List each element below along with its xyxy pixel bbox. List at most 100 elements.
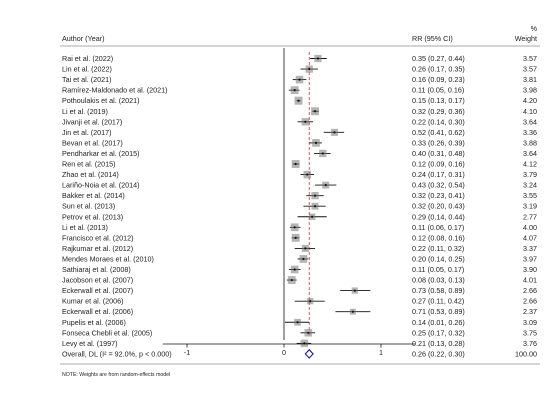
study-label: Petrov et al. (2013) (62, 212, 123, 221)
footnote: NOTE: Weights are from random-effects mo… (62, 372, 170, 378)
study-row: Bakker et al. (2014) 0.32 (0.23, 0.41) 3.5… (62, 191, 537, 200)
study-label: Mendes Moraes et al. (2010) (62, 254, 154, 263)
point-estimate (313, 205, 317, 208)
effect-ci-text: 0.71 (0.53, 0.89) (412, 307, 465, 316)
weight-value: 4.00 (523, 223, 537, 232)
study-label: Jivanji et al. (2017) (62, 117, 122, 126)
weight-value: 3.88 (523, 138, 537, 147)
weight-value: 4.07 (523, 233, 537, 242)
study-row: Pendharkar et al. (2015) 0.40 (0.31, 0.48… (62, 149, 537, 158)
effect-ci-text: 0.12 (0.09, 0.16) (412, 160, 465, 169)
weight-value: 3.57 (523, 65, 537, 74)
study-label: Fonseca Chebli et al. (2005) (62, 328, 152, 337)
header-weight-pct: % (531, 24, 538, 33)
effect-ci-text: 0.22 (0.11, 0.32) (412, 244, 464, 253)
weight-value: 4.10 (523, 107, 537, 116)
study-label: Tai et al. (2021) (62, 75, 112, 84)
point-estimate (297, 99, 300, 102)
point-estimate (302, 257, 305, 261)
study-label: Li et al. (2013) (62, 223, 108, 232)
study-label: Rajkumar et al. (2012) (62, 244, 133, 253)
study-label: Eckerwall et al. (2007) (62, 286, 133, 295)
weight-value: 3.09 (523, 318, 537, 327)
effect-ci-text: 0.43 (0.32, 0.54) (412, 181, 465, 190)
effect-ci-text: 0.33 (0.26, 0.39) (412, 138, 465, 147)
point-estimate (311, 215, 314, 218)
study-label: Sun et al. (2013) (62, 202, 115, 211)
effect-ci-text: 0.29 (0.14, 0.44) (412, 212, 465, 221)
point-estimate (321, 152, 324, 155)
weight-value: 3.76 (523, 339, 537, 348)
weight-value: 3.64 (523, 149, 537, 158)
weight-value: 3.57 (523, 54, 537, 63)
study-row: Sun et al. (2013) 0.32 (0.20, 0.43) 3.19 (62, 202, 537, 211)
study-label: Jin et al. (2017) (62, 128, 112, 137)
effect-ci-text: 0.40 (0.31, 0.48) (412, 149, 465, 158)
effect-ci-text: 0.52 (0.41, 0.62) (412, 128, 465, 137)
study-label: Eckerwall et al. (2006) (62, 307, 133, 316)
study-label: Jacobson et al. (2007) (62, 276, 133, 285)
study-row: Pothoulakis et al. (2021) 0.15 (0.13, 0.1… (62, 96, 537, 105)
weight-value: 3.81 (523, 75, 537, 84)
study-row: Lin et al. (2022) 0.26 (0.17, 0.35) 3.57 (62, 65, 537, 74)
effect-ci-text: 0.11 (0.05, 0.16) (412, 86, 464, 95)
effect-ci-text: 0.21 (0.13, 0.28) (412, 339, 465, 348)
effect-ci-text: 0.11 (0.06, 0.17) (412, 223, 464, 232)
study-row: Jin et al. (2017) 0.52 (0.41, 0.62) 3.36 (62, 128, 537, 137)
effect-ci-text: 0.14 (0.01, 0.26) (412, 318, 465, 327)
effect-ci-text: 0.20 (0.14, 0.25) (412, 254, 465, 263)
study-label: Sathiaraj et al. (2008) (62, 265, 131, 274)
study-row: Bevan et al. (2017) 0.33 (0.26, 0.39) 3.88 (62, 138, 537, 147)
effect-ci-text: 0.32 (0.23, 0.41) (412, 191, 465, 200)
study-label: Li et al. (2019) (62, 107, 108, 116)
study-row: Mendes Moraes et al. (2010) 0.20 (0.14, 0… (62, 254, 537, 263)
x-tick-label: 0 (282, 348, 286, 357)
weight-value: 2.37 (523, 307, 537, 316)
study-row: Tai et al. (2021) 0.16 (0.09, 0.23) 3.81 (62, 75, 537, 84)
weight-value: 3.37 (523, 244, 537, 253)
point-estimate (316, 57, 320, 60)
weight-value: 3.97 (523, 254, 537, 263)
point-estimate (298, 78, 301, 81)
study-row: Eckerwall et al. (2006) 0.71 (0.53, 0.89)… (62, 307, 537, 316)
point-estimate (304, 247, 307, 250)
point-estimate (293, 268, 296, 271)
overall-ci-text: 0.26 (0.22, 0.30) (412, 349, 465, 358)
study-row: Sathiaraj et al. (2008) 0.11 (0.05, 0.17)… (62, 265, 537, 274)
point-estimate (353, 289, 356, 292)
study-label: Lariño-Noia et al. (2014) (62, 181, 140, 190)
study-row: Eckerwall et al. (2007) 0.73 (0.58, 0.89)… (62, 286, 537, 295)
effect-ci-text: 0.25 (0.17, 0.32) (412, 328, 465, 337)
effect-ci-text: 0.32 (0.29, 0.36) (412, 107, 465, 116)
study-row: Ramírez-Maldonado et al. (2021) 0.11 (0.0… (62, 86, 537, 95)
study-label: Pupelis et al. (2006) (62, 318, 126, 327)
point-estimate (309, 300, 312, 303)
study-label: Levy et al. (1997) (62, 339, 118, 348)
study-label: Ramírez-Maldonado et al. (2021) (62, 86, 167, 95)
weight-value: 3.75 (523, 328, 537, 337)
header-study-label: Author (Year) (62, 34, 104, 43)
study-row: Rai et al. (2022) 0.35 (0.27, 0.44) 3.57 (62, 54, 537, 63)
study-label: Pothoulakis et al. (2021) (62, 96, 140, 105)
effect-ci-text: 0.26 (0.17, 0.35) (412, 65, 465, 74)
study-row: Fonseca Chebli et al. (2005) 0.25 (0.17, … (62, 328, 537, 337)
study-label: Zhao et al. (2014) (62, 170, 119, 179)
x-axis: -1 0 1 (162, 343, 415, 357)
study-row: Jivanji et al. (2017) 0.22 (0.14, 0.30) 3.… (62, 117, 537, 126)
study-row: Li et al. (2013) 0.11 (0.06, 0.17) 4.00 (62, 223, 537, 232)
weight-value: 3.98 (523, 86, 537, 95)
point-estimate (324, 184, 327, 187)
weight-value: 3.79 (523, 170, 537, 179)
study-label: Francisco et al. (2012) (62, 233, 134, 242)
study-label: Bakker et al. (2014) (62, 191, 125, 200)
point-estimate (304, 120, 307, 123)
study-label: Pendharkar et al. (2015) (62, 149, 140, 158)
effect-ci-text: 0.15 (0.13, 0.17) (412, 96, 465, 105)
overall-diamond (304, 348, 314, 359)
point-estimate (293, 226, 296, 229)
study-row: Pupelis et al. (2006) 0.14 (0.01, 0.26) 3.… (62, 318, 537, 327)
x-tick-label: -1 (184, 348, 190, 357)
weight-value: 2.77 (523, 212, 537, 221)
point-estimate (306, 173, 309, 176)
point-estimate (351, 310, 354, 313)
